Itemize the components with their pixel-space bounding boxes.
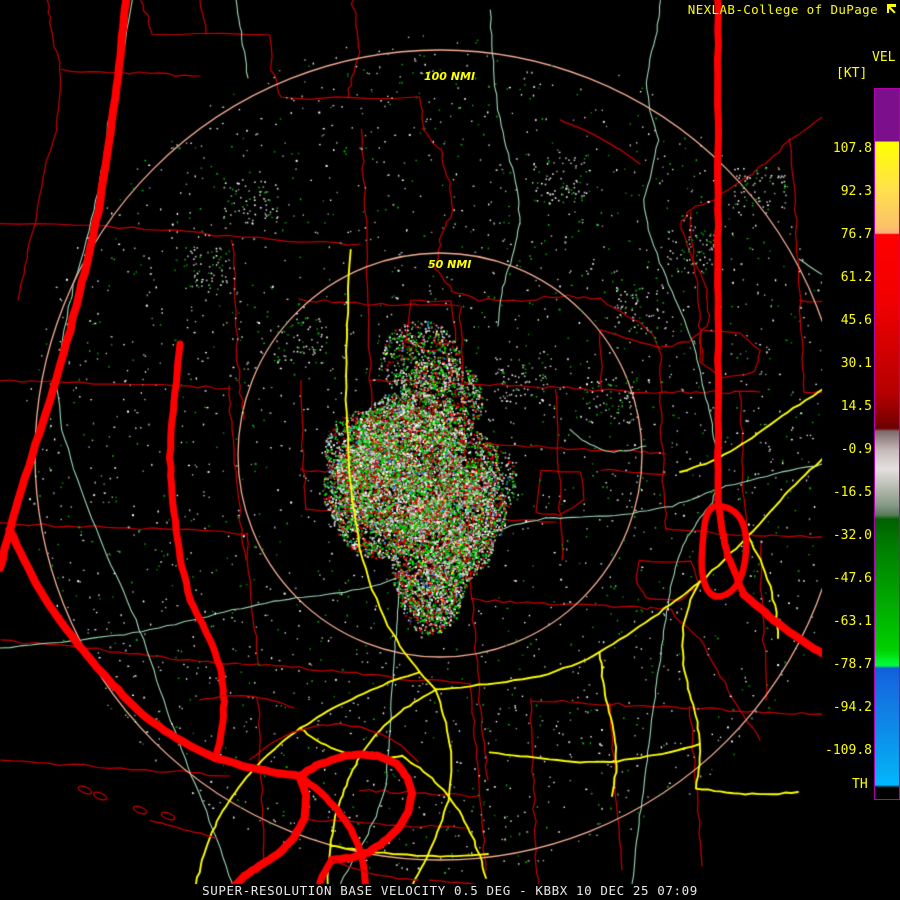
legend-tick-list: 107.8 92.3 76.7 61.2 45.6 30.1 14.5 -0.9 -16.5 -3…	[825, 44, 874, 809]
footer-bar: SUPER-RESOLUTION BASE VELOCITY 0.5 DEG -…	[0, 882, 900, 900]
legend-tick-4: 45.6	[840, 313, 872, 328]
legend-tick-11: -63.1	[832, 614, 872, 629]
legend-tick-10: -47.6	[832, 571, 872, 586]
range-ring-label-100: 100 NMI	[424, 70, 476, 83]
legend-tick-8: -16.5	[832, 485, 872, 500]
colorbar[interactable]	[874, 88, 900, 800]
legend-tick-1: 92.3	[840, 184, 872, 199]
range-ring-label-50: 50 NMI	[428, 258, 472, 271]
legend-tick-9: -32.0	[832, 528, 872, 543]
product-status-text: SUPER-RESOLUTION BASE VELOCITY 0.5 DEG -…	[202, 883, 698, 898]
legend-tick-7: -0.9	[840, 442, 872, 457]
legend-tick-5: 30.1	[840, 356, 872, 371]
legend-tick-3: 61.2	[840, 270, 872, 285]
legend-threshold-label: TH	[852, 777, 868, 792]
legend-tick-14: -109.8	[825, 743, 872, 758]
velocity-legend: VEL [KT] 107.8 92.3 76.7 61.2 45.6 30.1 14.5 -0…	[825, 44, 900, 809]
legend-tick-2: 76.7	[840, 227, 872, 242]
colorbar-gradient	[875, 89, 899, 799]
brand-label: NEXLAB-College of DuPage	[687, 2, 878, 17]
header-bar: NEXLAB-College of DuPage	[0, 0, 900, 20]
legend-tick-6: 14.5	[840, 399, 872, 414]
legend-tick-0: 107.8	[832, 141, 872, 156]
arrow-cursor-icon[interactable]	[884, 2, 898, 16]
legend-tick-13: -94.2	[832, 700, 872, 715]
legend-tick-12: -78.7	[832, 657, 872, 672]
legend-title: VEL	[872, 50, 896, 65]
legend-units: [KT]	[836, 66, 868, 81]
